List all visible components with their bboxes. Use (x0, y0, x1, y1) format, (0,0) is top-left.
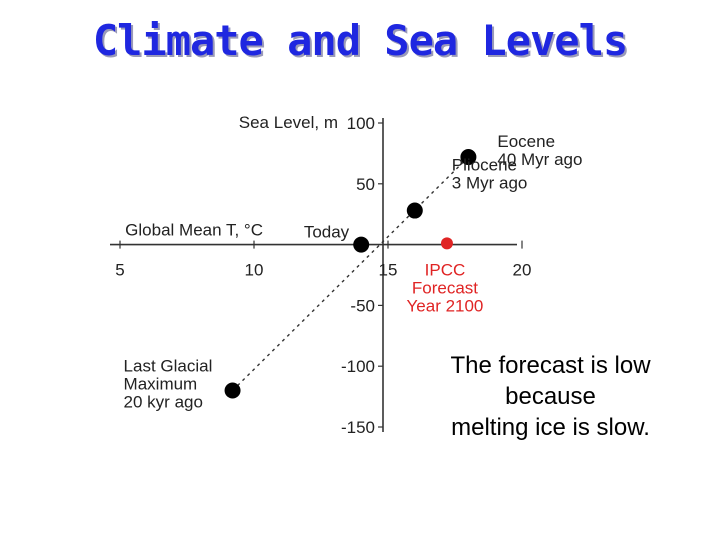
note-line-3: melting ice is slow. (451, 414, 650, 441)
point-2-label-1: 3 Myr ago (452, 174, 528, 193)
y-tick-label-2: -50 (350, 296, 375, 315)
x-tick-label-0: 5 (115, 261, 124, 280)
x-tick-label-1: 10 (245, 261, 264, 280)
note-line-2: because (505, 383, 596, 410)
point-0 (224, 382, 241, 399)
note-line-1: The forecast is low (450, 352, 651, 379)
y-tick-label-1: 50 (356, 175, 375, 194)
x-tick-label-3: 20 (513, 261, 532, 280)
forecast-note: The forecast is low because melting ice … (418, 350, 683, 443)
point-3-label-0: Eocene (497, 132, 555, 151)
point-0-label-2: 20 kyr ago (124, 393, 203, 412)
points-layer (224, 149, 477, 399)
point-2 (406, 202, 423, 219)
point-0-label-0: Last Glacial (124, 357, 213, 376)
point-4-label-1: Forecast (412, 278, 478, 297)
point-3-label-1: 40 Myr ago (497, 150, 582, 169)
chart-axes: 5 10 15 20 100 50 -50 -100 -150 Global Mean T, °C… (110, 113, 531, 437)
point-4 (440, 237, 453, 250)
point-4-label-2: Year 2100 (407, 296, 484, 315)
x-axis-title: Global Mean T, °C (125, 221, 263, 240)
y-tick-label-3: -100 (341, 357, 375, 376)
point-4-label-0: IPCC (425, 260, 466, 279)
y-tick-label-0: 100 (347, 114, 375, 133)
y-axis-title: Sea Level, m (239, 113, 338, 132)
point-1 (353, 236, 370, 253)
point-0-label-1: Maximum (124, 375, 198, 394)
point-2-label-0: Pliocene (452, 156, 517, 175)
y-tick-label-4: -150 (341, 418, 375, 437)
point-3 (460, 149, 477, 166)
slide-title: Climate and Sea Levels (92, 16, 628, 65)
point-1-label-0: Today (304, 223, 350, 242)
x-tick-label-2: 15 (379, 261, 398, 280)
